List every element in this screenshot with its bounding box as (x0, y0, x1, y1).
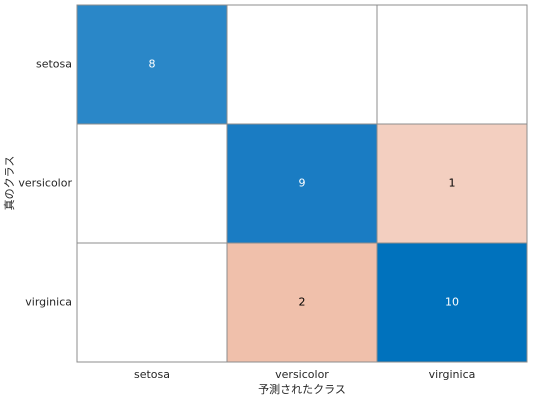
x-tick-label: virginica (429, 368, 476, 381)
cell-label: 8 (149, 58, 156, 71)
y-axis-label: 真のクラス (2, 156, 16, 211)
cell (376, 242, 528, 363)
cell-label: 9 (299, 177, 306, 190)
cell-label: 2 (299, 296, 306, 309)
cell-label: 1 (449, 177, 456, 190)
cell (226, 242, 378, 363)
cell-label: 10 (445, 296, 459, 309)
x-tick-label: versicolor (275, 368, 329, 381)
y-tick-label: setosa (36, 58, 72, 71)
cell (76, 4, 228, 125)
cell (226, 123, 378, 244)
x-axis-label: 予測されたクラス (258, 382, 346, 396)
y-tick-label: versicolor (18, 177, 72, 190)
x-tick-label: setosa (134, 368, 170, 381)
cell (376, 123, 528, 244)
y-tick-label: virginica (25, 296, 72, 309)
